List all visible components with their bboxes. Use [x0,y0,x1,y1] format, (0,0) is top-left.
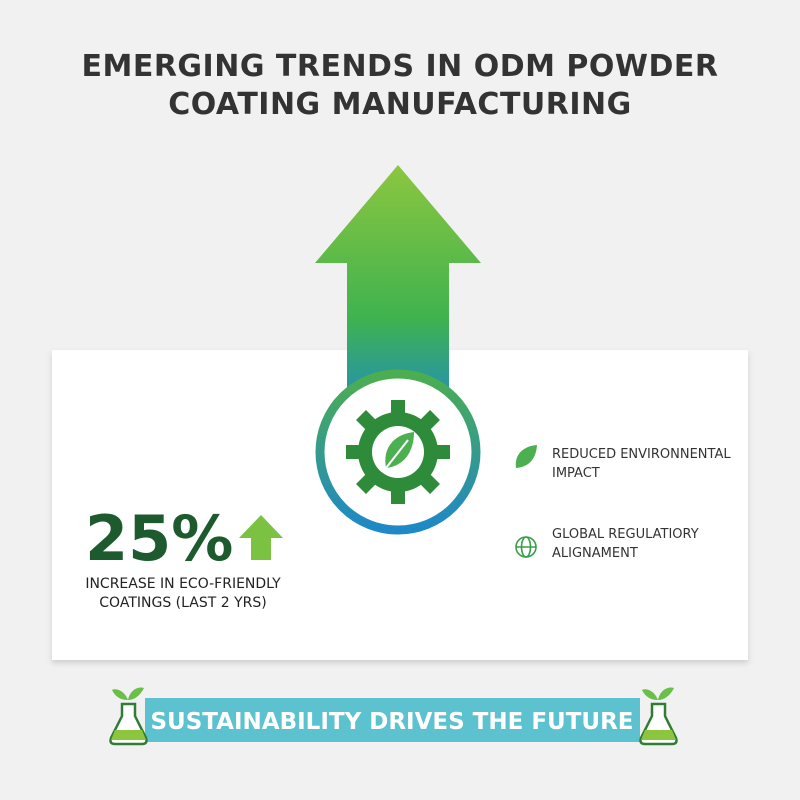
title-line: COATING MANUFACTURING [168,87,632,122]
title-line: EMERGING TRENDS IN ODM POWDER [81,49,718,84]
big-arrow [315,165,481,420]
stat-value: 25% [85,502,233,575]
flask-icon [639,687,678,746]
feature-text: REDUCED ENVIRONNENTAL [552,447,731,462]
banner [145,698,640,742]
flask-icon [109,687,148,746]
banner-text: SUSTAINABILITY DRIVES THE FUTURE [150,709,633,735]
gear-icon [346,400,450,504]
globe-icon [515,536,537,558]
feature-text: ALIGNAMENT [552,546,638,561]
feature-text: IMPACT [552,466,600,481]
leaf-icon [515,445,537,468]
stat-label: INCREASE IN ECO-FRIENDLY [85,576,281,592]
stat-label: COATINGS (LAST 2 YRS) [99,595,266,611]
up-arrow-icon [239,515,283,560]
feature-text: GLOBAL REGULATIORY [552,527,699,542]
